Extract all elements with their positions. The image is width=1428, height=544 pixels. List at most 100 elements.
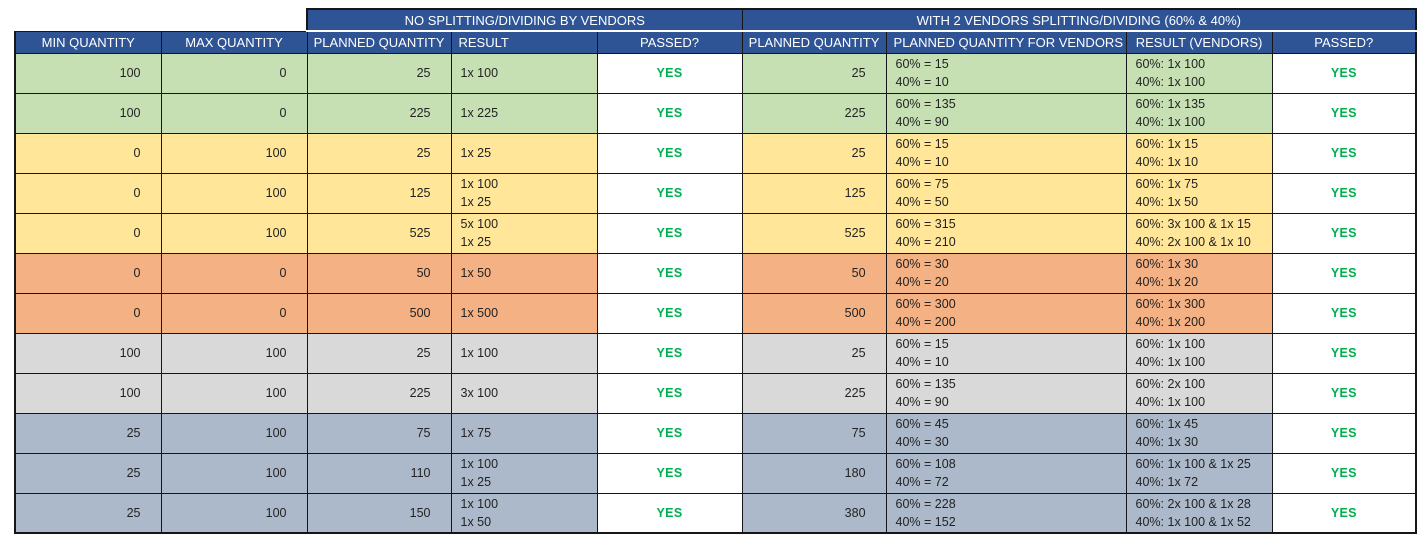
cell-passed-status: YES xyxy=(596,492,743,534)
cell-min-quantity: 0 xyxy=(14,212,162,254)
cell-vendor-planned-quantity: 500 xyxy=(741,292,887,334)
cell-vendor-result: 60%: 2x 100 40%: 1x 100 xyxy=(1125,372,1273,414)
cell-line: 1x 500 xyxy=(460,306,499,320)
cell-line: 5x 100 xyxy=(460,217,499,231)
table-row: 100 100 25 1x 100 YES 25 60% = 15 40% = 1… xyxy=(14,332,1418,374)
cell-line: 40%: 1x 100 xyxy=(1135,395,1206,409)
column-header-row: MIN QUANTITY MAX QUANTITY PLANNED QUANTI… xyxy=(14,30,1418,54)
cell-vendor-passed-status: YES xyxy=(1271,92,1418,134)
table-row: 0 100 525 5x 100 1x 25 YES 525 60% = 315 4… xyxy=(14,212,1418,254)
cell-max-quantity: 0 xyxy=(160,252,308,294)
cell-vendor-split: 60% = 45 40% = 30 xyxy=(885,412,1127,454)
table-row: 25 100 75 1x 75 YES 75 60% = 45 40% = 30 … xyxy=(14,412,1418,454)
group-header-row: NO SPLITTING/DIVIDING BY VENDORS WITH 2 … xyxy=(15,8,1418,32)
cell-result: 3x 100 xyxy=(450,372,598,414)
cell-vendor-planned-quantity: 25 xyxy=(741,132,887,174)
cell-min-quantity: 0 xyxy=(14,172,162,214)
column-header-vendor-passed: PASSED? xyxy=(1271,30,1418,54)
cell-line: 60% = 300 xyxy=(895,297,956,311)
cell-line: 40% = 30 xyxy=(895,435,949,449)
cell-line: 60% = 15 xyxy=(895,57,949,71)
column-header-passed: PASSED? xyxy=(596,30,743,54)
cell-vendor-passed-status: YES xyxy=(1271,492,1418,534)
cell-vendor-split: 60% = 228 40% = 152 xyxy=(885,492,1127,534)
cell-vendor-split: 60% = 30 40% = 20 xyxy=(885,252,1127,294)
corner-spacer xyxy=(15,9,307,31)
cell-vendor-planned-quantity: 75 xyxy=(741,412,887,454)
cell-max-quantity: 100 xyxy=(160,412,308,454)
cell-result: 1x 100 1x 25 xyxy=(450,452,598,494)
cell-line: 40%: 1x 200 xyxy=(1135,315,1206,329)
cell-passed-status: YES xyxy=(596,332,743,374)
cell-vendor-passed-status: YES xyxy=(1271,212,1418,254)
cell-line: 60%: 1x 100 & 1x 25 xyxy=(1135,457,1251,471)
cell-vendor-result: 60%: 3x 100 & 1x 15 40%: 2x 100 & 1x 10 xyxy=(1125,212,1273,254)
cell-line: 1x 75 xyxy=(460,426,492,440)
cell-vendor-result: 60%: 1x 100 40%: 1x 100 xyxy=(1125,332,1273,374)
cell-line: 60%: 3x 100 & 1x 15 xyxy=(1135,217,1251,231)
cell-line: 60% = 75 xyxy=(895,177,949,191)
cell-vendor-planned-quantity: 225 xyxy=(741,372,887,414)
cell-vendor-planned-quantity: 50 xyxy=(741,252,887,294)
cell-vendor-planned-quantity: 180 xyxy=(741,452,887,494)
cell-vendor-planned-quantity: 125 xyxy=(741,172,887,214)
cell-line: 40%: 1x 30 xyxy=(1135,435,1199,449)
cell-line: 40% = 20 xyxy=(895,275,949,289)
cell-planned-quantity: 225 xyxy=(306,372,452,414)
cell-planned-quantity: 125 xyxy=(306,172,452,214)
cell-vendor-planned-quantity: 25 xyxy=(741,52,887,94)
column-header-result: RESULT xyxy=(450,30,598,54)
cell-line: 60%: 1x 100 xyxy=(1135,57,1206,71)
cell-min-quantity: 100 xyxy=(14,52,162,94)
cell-vendor-split: 60% = 15 40% = 10 xyxy=(885,332,1127,374)
cell-line: 40%: 1x 20 xyxy=(1135,275,1199,289)
cell-min-quantity: 0 xyxy=(14,132,162,174)
cell-planned-quantity: 500 xyxy=(306,292,452,334)
cell-min-quantity: 25 xyxy=(14,492,162,534)
cell-line: 60%: 1x 30 xyxy=(1135,257,1199,271)
cell-line: 1x 25 xyxy=(460,475,492,489)
cell-result: 1x 100 xyxy=(450,52,598,94)
cell-passed-status: YES xyxy=(596,172,743,214)
cell-passed-status: YES xyxy=(596,252,743,294)
cell-vendor-result: 60%: 1x 100 & 1x 25 40%: 1x 72 xyxy=(1125,452,1273,494)
cell-min-quantity: 0 xyxy=(14,292,162,334)
cell-line: 60% = 108 xyxy=(895,457,956,471)
cell-result: 1x 100 xyxy=(450,332,598,374)
cell-min-quantity: 25 xyxy=(14,452,162,494)
cell-line: 60% = 135 xyxy=(895,377,956,391)
cell-max-quantity: 100 xyxy=(160,372,308,414)
table-row: 25 100 110 1x 100 1x 25 YES 180 60% = 108… xyxy=(14,452,1418,494)
cell-min-quantity: 100 xyxy=(14,92,162,134)
cell-min-quantity: 25 xyxy=(14,412,162,454)
cell-vendor-split: 60% = 300 40% = 200 xyxy=(885,292,1127,334)
cell-line: 60% = 135 xyxy=(895,97,956,111)
cell-min-quantity: 0 xyxy=(14,252,162,294)
table-row: 0 0 50 1x 50 YES 50 60% = 30 40% = 20 60%… xyxy=(14,252,1418,294)
cell-vendor-passed-status: YES xyxy=(1271,252,1418,294)
cell-max-quantity: 100 xyxy=(160,212,308,254)
group-header-no-splitting: NO SPLITTING/DIVIDING BY VENDORS xyxy=(305,8,743,32)
cell-line: 1x 225 xyxy=(460,106,499,120)
cell-vendor-split: 60% = 315 40% = 210 xyxy=(885,212,1127,254)
cell-line: 60%: 1x 45 xyxy=(1135,417,1199,431)
cell-result: 1x 75 xyxy=(450,412,598,454)
cell-line: 1x 100 xyxy=(460,177,499,191)
cell-line: 1x 50 xyxy=(460,514,492,529)
column-header-min-quantity: MIN QUANTITY xyxy=(14,30,162,54)
cell-vendor-planned-quantity: 25 xyxy=(741,332,887,374)
cell-line: 1x 25 xyxy=(460,235,492,249)
cell-passed-status: YES xyxy=(596,292,743,334)
cell-line: 40% = 50 xyxy=(895,195,949,209)
cell-line: 40% = 10 xyxy=(895,355,949,369)
cell-vendor-result: 60%: 1x 300 40%: 1x 200 xyxy=(1125,292,1273,334)
cell-line: 60% = 228 xyxy=(895,496,956,511)
cell-line: 1x 100 xyxy=(460,457,499,471)
cell-line: 1x 100 xyxy=(460,346,499,360)
cell-line: 60%: 1x 100 xyxy=(1135,337,1206,351)
cell-passed-status: YES xyxy=(596,52,743,94)
cell-vendor-passed-status: YES xyxy=(1271,332,1418,374)
vendor-splitting-test-table: NO SPLITTING/DIVIDING BY VENDORS WITH 2 … xyxy=(14,8,1418,534)
cell-max-quantity: 100 xyxy=(160,492,308,534)
table-row: 100 100 225 3x 100 YES 225 60% = 135 40% … xyxy=(14,372,1418,414)
